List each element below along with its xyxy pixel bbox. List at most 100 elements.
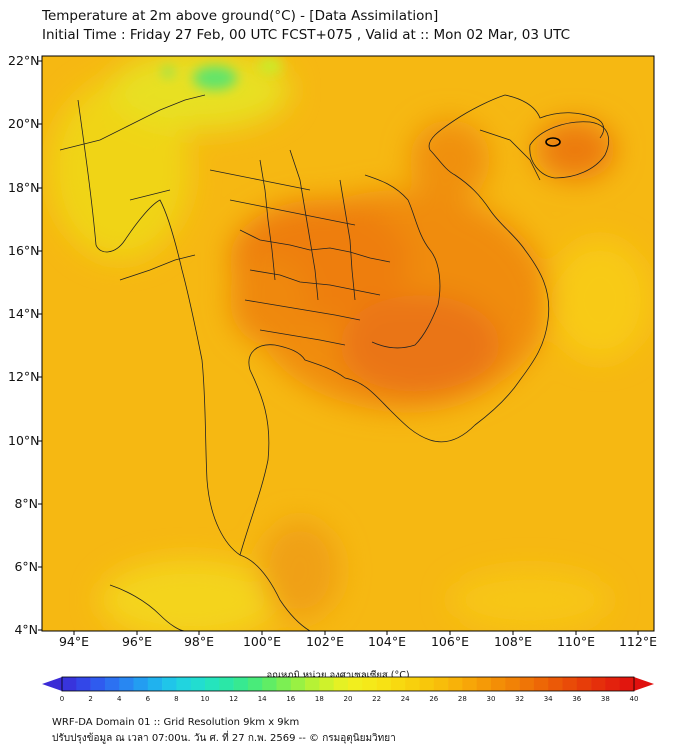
colorbar-tick-label: 24 <box>400 695 410 703</box>
colorbar-cell <box>433 677 449 691</box>
lon-label-98e: 98°E <box>183 634 215 649</box>
colorbar-cell <box>319 677 334 691</box>
map-ticks <box>38 60 639 635</box>
warm-region-cambodia <box>340 295 500 395</box>
colorbar-cell <box>104 677 120 691</box>
colorbar-tick-label: 34 <box>543 695 553 703</box>
colorbar-cell <box>405 677 420 691</box>
lat-label-18n: 18°N <box>8 180 40 195</box>
border-laos-thailand <box>364 174 441 349</box>
colorbar-tick-label: 6 <box>145 695 151 703</box>
colorbar-frame <box>61 676 635 692</box>
lon-label-102e: 102°E <box>305 634 344 649</box>
colorbar-cell <box>476 677 492 691</box>
colorbar-cell <box>133 677 149 691</box>
lon-label-94e: 94°E <box>58 634 90 649</box>
colorbar-cell <box>233 677 249 691</box>
colorbar-tick-label: 36 <box>572 695 582 703</box>
lon-label-110e: 110°E <box>556 634 595 649</box>
lat-label-12n: 12°N <box>8 369 40 384</box>
colorbar-cell <box>176 677 191 691</box>
provincial-borders <box>209 149 391 346</box>
colorbar-cell <box>591 677 606 691</box>
colorbar-cell <box>505 677 520 691</box>
colorbar-cell <box>562 677 578 691</box>
coastlines-borders <box>59 94 610 631</box>
colorbar-cell <box>305 677 320 691</box>
colorbar-tick-label: 12 <box>229 695 239 703</box>
colorbar-cell <box>519 677 535 691</box>
colorbar <box>42 676 654 692</box>
colorbar-cell <box>90 677 106 691</box>
colorbar-cell <box>362 677 377 691</box>
colorbar-cell <box>205 677 220 691</box>
cool-region-north <box>110 56 290 130</box>
lat-label-6n: 6°N <box>14 559 38 574</box>
footer-update-info: ปรับปรุงข้อมูล ณ เวลา 07:00น. วัน ศ. ที่… <box>52 733 396 744</box>
warm-region-hainan <box>535 120 615 180</box>
colorbar-tick-label: 26 <box>429 695 439 703</box>
colorbar-cell <box>548 677 563 691</box>
lon-label-106e: 106°E <box>430 634 469 649</box>
colorbar-tick-label: 8 <box>174 695 179 703</box>
colorbar-cell <box>119 677 134 691</box>
sea-region-south <box>450 570 610 630</box>
colorbar-cell <box>605 677 620 691</box>
colorbar-tick-label: 30 <box>486 695 496 703</box>
colorbar-cell <box>76 677 91 691</box>
footer-domain-info: WRF-DA Domain 01 :: Grid Resolution 9km … <box>52 717 300 728</box>
warm-region-gulf-tonkin <box>410 120 490 200</box>
colorbar-tick-label: 18 <box>314 695 324 703</box>
coastline-myanmar-peninsula <box>77 99 311 631</box>
colorbar-tick-label: 0 <box>59 695 65 703</box>
colorbar-cell <box>147 677 163 691</box>
colorbar-cell <box>62 677 77 691</box>
coastline-hainan <box>529 121 610 179</box>
cold-spot-small <box>162 67 174 77</box>
colorbar-cell <box>348 677 363 691</box>
colorbar-tick-label: 22 <box>372 695 382 703</box>
colorbar-tick-label: 28 <box>457 695 467 703</box>
chart-subtitle: Initial Time : Friday 27 Feb, 00 UTC FCS… <box>42 27 571 43</box>
colorbar-cell <box>419 677 435 691</box>
colorbar-left-extend <box>42 677 62 691</box>
colorbar-cell <box>276 677 292 691</box>
colorbar-tick-label: 38 <box>600 695 610 703</box>
cool-spot-north <box>258 58 282 74</box>
map-frame <box>41 55 655 632</box>
colorbar-cell <box>491 677 506 691</box>
lat-label-10n: 10°N <box>8 433 40 448</box>
lat-label-8n: 8°N <box>14 496 38 511</box>
lat-label-22n: 22°N <box>8 53 40 68</box>
colorbar-cell <box>190 677 206 691</box>
colorbar-cell <box>619 677 635 691</box>
contour-hot-spot <box>545 137 561 147</box>
lat-label-14n: 14°N <box>8 306 40 321</box>
lon-label-108e: 108°E <box>493 634 532 649</box>
coastline-sumatra <box>109 584 186 631</box>
lon-label-100e: 100°E <box>242 634 281 649</box>
colorbar-tick-label: 4 <box>116 695 122 703</box>
coastline-gulf-thailand-vietnam <box>239 119 550 556</box>
colorbar-cell <box>533 677 549 691</box>
colorbar-tick-label: 16 <box>286 695 296 703</box>
colorbar-cell <box>162 677 177 691</box>
colorbar-cell <box>576 677 592 691</box>
coastline-tonkin-china <box>454 94 605 139</box>
colorbar-cell <box>462 677 477 691</box>
chart-title: Temperature at 2m above ground(°C) - [Da… <box>42 8 439 24</box>
colorbar-tick-label: 32 <box>515 695 525 703</box>
admin-borders <box>59 94 541 281</box>
colorbar-cell <box>390 677 406 691</box>
colorbar-tick-label: 20 <box>343 695 353 703</box>
sea-region-east <box>550 240 650 360</box>
lon-label-112e: 112°E <box>618 634 657 649</box>
cold-spot-yunnan <box>193 66 237 90</box>
cool-region-myanmar-west <box>50 80 190 260</box>
colorbar-tick-label: 14 <box>257 695 267 703</box>
colorbar-tick-label: 40 <box>629 695 639 703</box>
warm-region-central <box>230 255 310 345</box>
colorbar-title: อุณหภูมิ หน่วย องศาเซลเซียส (°C) <box>266 670 410 681</box>
colorbar-cell <box>247 677 263 691</box>
